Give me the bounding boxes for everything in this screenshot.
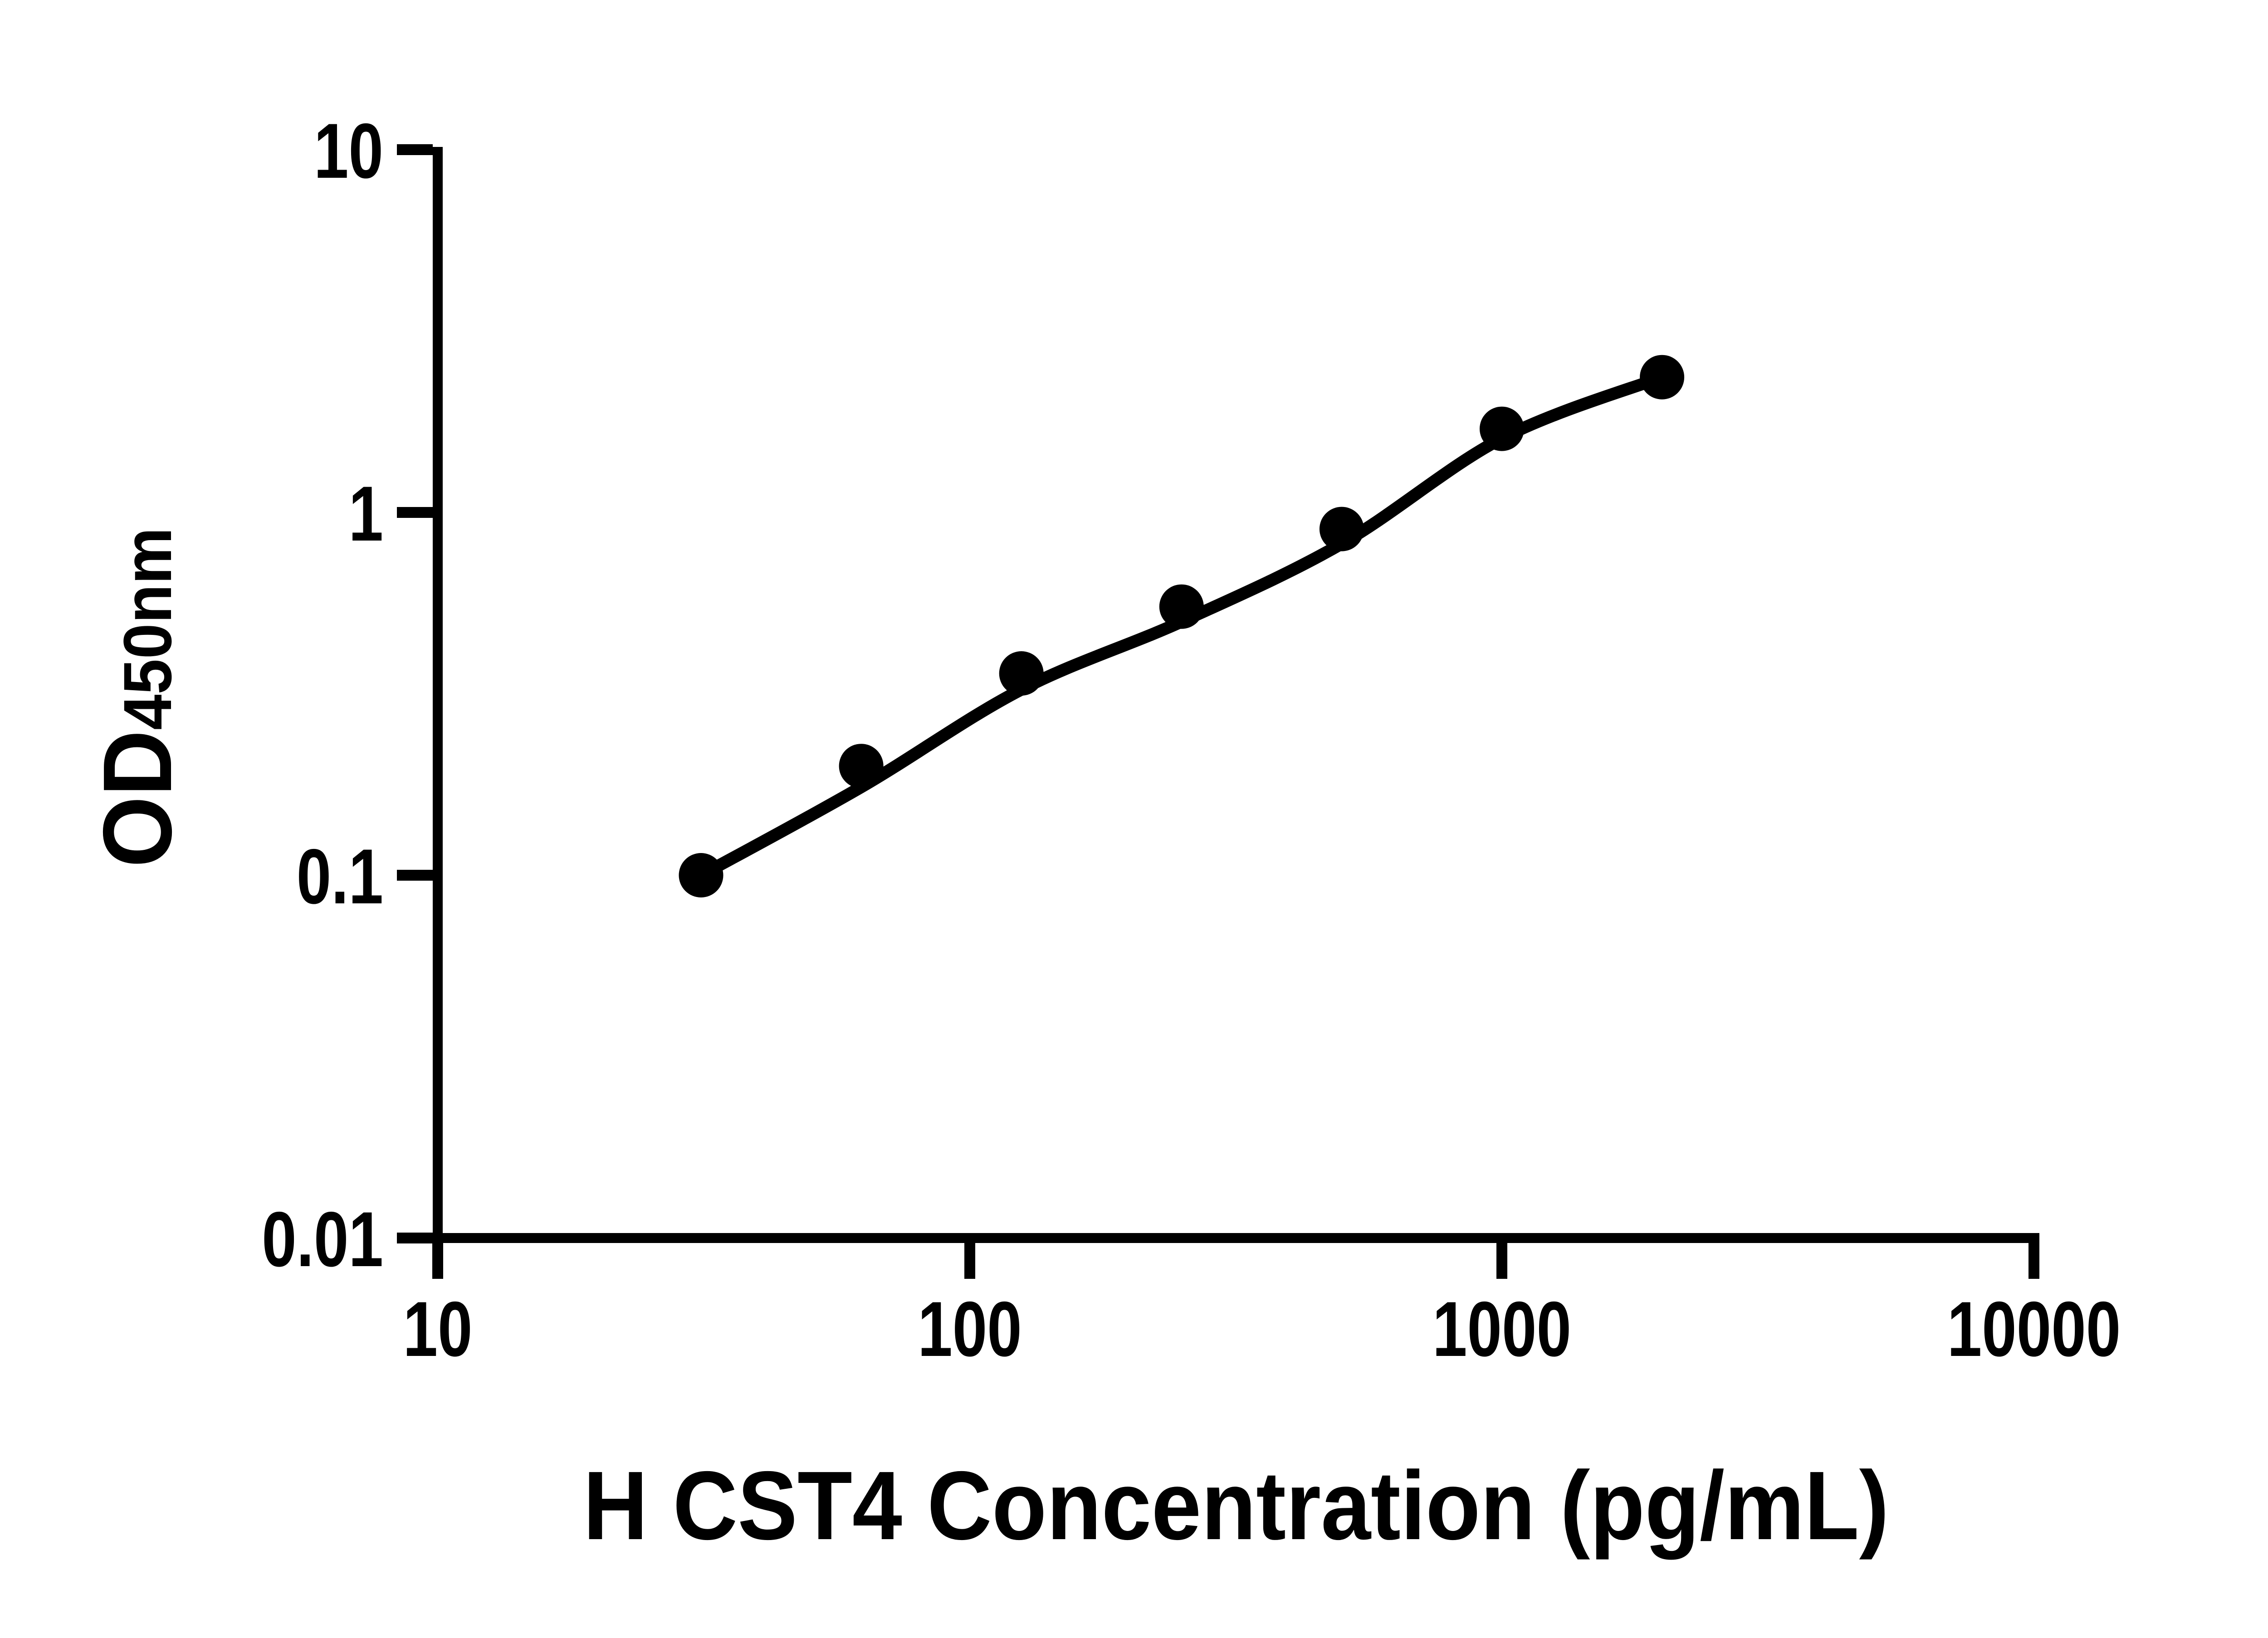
x-tick-label: 10000	[1947, 1286, 2121, 1373]
y-tick-label: 0.1	[297, 833, 383, 920]
data-point-marker	[1159, 584, 1204, 629]
x-axis-ticks	[432, 1243, 2039, 1279]
x-tick-label: 100	[918, 1286, 1022, 1373]
data-point-marker	[999, 651, 1044, 696]
data-point-marker	[1640, 355, 1685, 400]
x-tick-label: 10	[403, 1286, 472, 1373]
data-points	[679, 355, 1685, 897]
data-point-marker	[1480, 406, 1524, 451]
x-axis-tick-labels: 10 100 1000 10000	[403, 1286, 2121, 1373]
y-tick-label: 0.01	[262, 1196, 383, 1283]
y-axis-title: OD450nm	[81, 527, 194, 868]
data-point-marker	[839, 744, 884, 789]
y-axis-title-subscript: 450nm	[109, 527, 186, 730]
y-axis-title-main: OD	[83, 730, 192, 868]
x-tick-label: 1000	[1432, 1286, 1571, 1373]
x-axis-title: H CST4 Concentration (pg/mL)	[583, 1451, 1889, 1560]
y-tick-label: 10	[314, 107, 383, 195]
y-tick-label: 1	[348, 470, 383, 557]
y-axis-ticks	[397, 144, 433, 1243]
y-axis-tick-labels: 10 1 0.1 0.01	[262, 107, 383, 1283]
data-point-marker	[679, 853, 723, 897]
data-point-marker	[1319, 507, 1364, 551]
